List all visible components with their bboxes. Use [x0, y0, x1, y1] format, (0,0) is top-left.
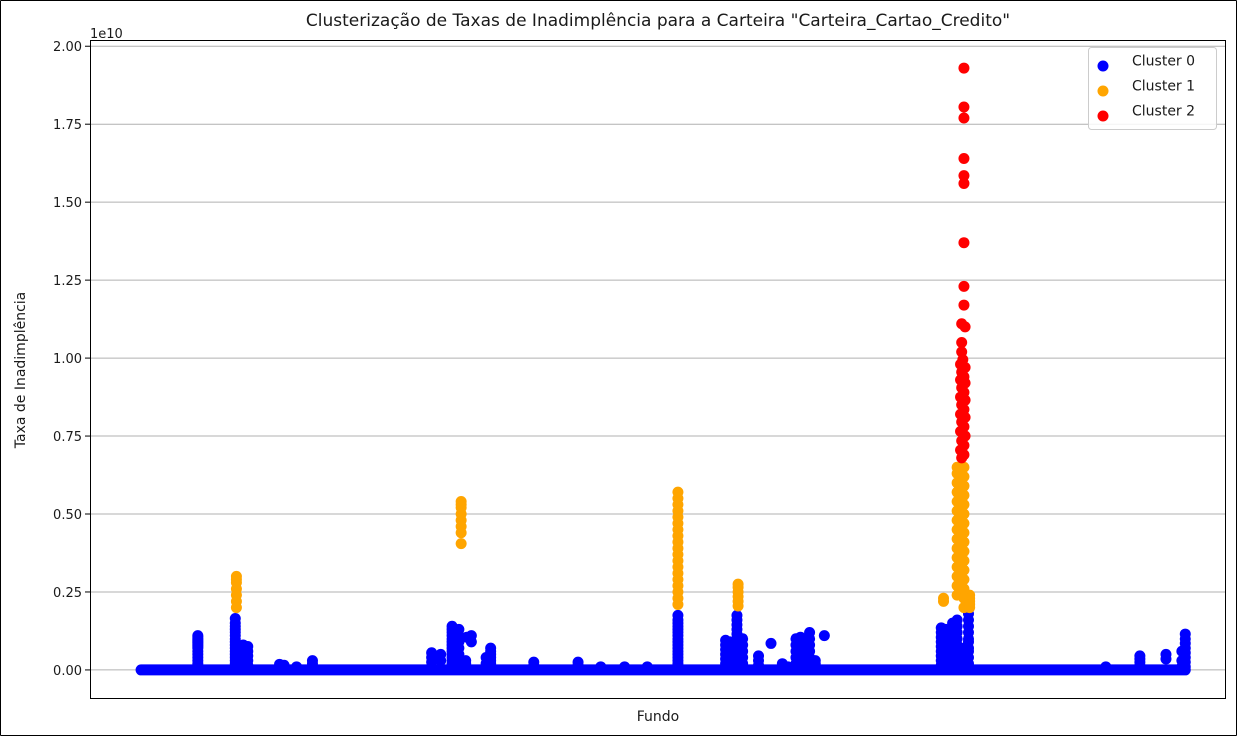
- data-point: [192, 661, 204, 673]
- legend-label: Cluster 1: [1132, 79, 1195, 95]
- data-point: [958, 499, 970, 511]
- data-point: [435, 655, 447, 667]
- data-point: [958, 480, 970, 492]
- data-point: [958, 112, 970, 124]
- data-point: [230, 602, 242, 614]
- y-tick-label: 0.75: [53, 430, 82, 445]
- data-point: [958, 527, 970, 539]
- y-tick-label: 0.50: [53, 508, 82, 523]
- x-axis-label: Fundo: [637, 709, 680, 725]
- y-tick-label: 1.75: [53, 118, 82, 133]
- data-point: [958, 62, 970, 74]
- y-tick-label: 1.25: [53, 274, 82, 289]
- data-point: [958, 471, 970, 483]
- data-point: [672, 661, 684, 673]
- y-gridlines: [90, 45, 1225, 671]
- data-point: [956, 336, 968, 348]
- legend-marker: [1097, 85, 1109, 97]
- data-points: [135, 62, 1191, 676]
- data-point: [278, 659, 290, 671]
- y-tick-label: 0.25: [53, 586, 82, 601]
- data-point: [958, 555, 970, 567]
- chart-title: Clusterização de Taxas de Inadimplência …: [306, 11, 1010, 31]
- data-point: [818, 630, 830, 642]
- legend-marker: [1097, 110, 1109, 122]
- data-point: [958, 177, 970, 189]
- data-point: [291, 661, 303, 673]
- data-point: [1100, 661, 1112, 673]
- data-point: [465, 636, 477, 648]
- data-point: [619, 661, 631, 673]
- data-point: [795, 656, 807, 668]
- series-1: [230, 461, 976, 614]
- data-point: [958, 655, 970, 667]
- data-point: [958, 489, 970, 501]
- data-point: [595, 661, 607, 673]
- data-point: [528, 662, 540, 674]
- series-0: [135, 603, 1191, 676]
- data-point: [958, 101, 970, 113]
- legend: Cluster 0 Cluster 1 Cluster 2: [1088, 47, 1217, 130]
- data-point: [455, 527, 467, 539]
- legend-marker: [1097, 60, 1109, 72]
- data-point: [958, 237, 970, 249]
- data-point: [809, 658, 821, 670]
- data-point: [958, 170, 970, 182]
- legend-label: Cluster 2: [1132, 104, 1195, 120]
- data-point: [958, 461, 970, 473]
- series-2: [955, 62, 971, 464]
- data-point: [1134, 662, 1146, 674]
- data-point: [958, 280, 970, 292]
- data-point: [958, 545, 970, 557]
- data-point: [753, 659, 765, 671]
- data-point: [1160, 653, 1172, 665]
- data-point: [964, 602, 976, 614]
- data-point: [460, 658, 472, 670]
- data-point: [958, 517, 970, 529]
- cluster-0-baseline-band: [135, 664, 1191, 676]
- data-point: [455, 538, 467, 550]
- y-tick-label: 2.00: [53, 40, 82, 55]
- legend-box: [1088, 47, 1217, 130]
- y-axis-ticks: 0.00 0.25 0.50 0.75 1.00 1.25 1.50 1.75 2.00: [53, 40, 90, 679]
- data-point: [765, 637, 777, 649]
- data-point: [672, 598, 684, 610]
- data-point: [1176, 645, 1188, 657]
- y-tick-label: 1.00: [53, 352, 82, 367]
- plot-area: [90, 40, 1226, 699]
- data-point: [1176, 661, 1188, 673]
- data-point: [958, 508, 970, 520]
- data-point: [426, 661, 438, 673]
- legend-label: Cluster 0: [1132, 54, 1195, 70]
- data-point: [956, 452, 968, 464]
- data-point: [732, 600, 744, 612]
- data-point: [958, 573, 970, 585]
- data-point: [958, 153, 970, 165]
- y-offset-label: 1e10: [90, 27, 123, 42]
- data-point: [958, 299, 970, 311]
- data-point: [306, 661, 318, 673]
- data-point: [938, 595, 950, 607]
- data-point: [641, 661, 653, 673]
- y-axis-label: Taxa de Inadimplência: [13, 292, 29, 450]
- data-point: [242, 659, 254, 671]
- data-point: [959, 321, 971, 333]
- data-point: [737, 658, 749, 670]
- y-tick-label: 0.00: [53, 664, 82, 679]
- data-point: [958, 564, 970, 576]
- data-point: [480, 658, 492, 670]
- y-tick-label: 1.50: [53, 196, 82, 211]
- data-point: [958, 536, 970, 548]
- data-point: [572, 659, 584, 671]
